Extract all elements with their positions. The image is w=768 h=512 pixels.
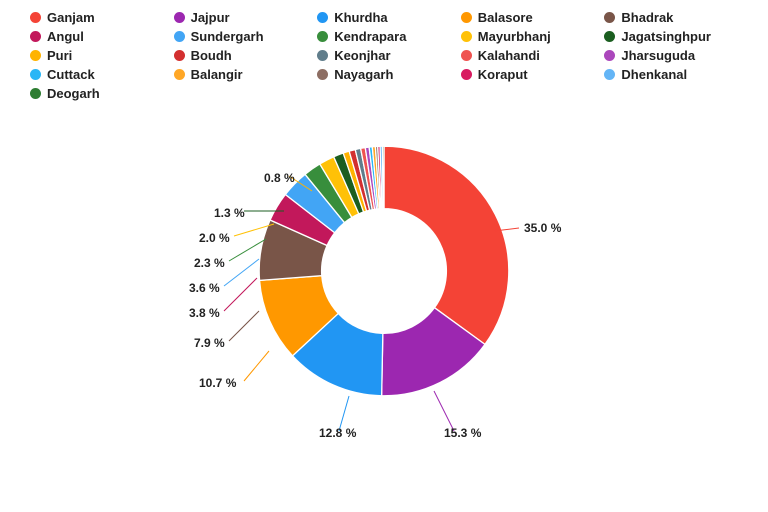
legend-swatch: [604, 50, 615, 61]
legend-item: Puri: [30, 48, 164, 63]
legend-swatch: [30, 50, 41, 61]
legend-item: Balasore: [461, 10, 595, 25]
slice-label: 1.3 %: [214, 206, 245, 220]
legend-item: Kalahandi: [461, 48, 595, 63]
legend-swatch: [317, 50, 328, 61]
legend-item: Dhenkanal: [604, 67, 738, 82]
legend-label: Bhadrak: [621, 10, 673, 25]
legend-label: Jajpur: [191, 10, 230, 25]
legend-swatch: [174, 50, 185, 61]
legend-swatch: [317, 69, 328, 80]
legend-swatch: [30, 69, 41, 80]
legend-swatch: [604, 12, 615, 23]
legend-swatch: [174, 31, 185, 42]
slice-label: 2.3 %: [194, 256, 225, 270]
legend-item: Jajpur: [174, 10, 308, 25]
legend-swatch: [461, 69, 472, 80]
legend-label: Keonjhar: [334, 48, 390, 63]
legend-label: Deogarh: [47, 86, 100, 101]
legend-item: Khurdha: [317, 10, 451, 25]
slice-label: 12.8 %: [319, 426, 356, 440]
legend-item: Jagatsinghpur: [604, 29, 738, 44]
legend-label: Khurdha: [334, 10, 387, 25]
legend: Ganjam Jajpur Khurdha Balasore Bhadrak Angul S…: [30, 10, 738, 101]
legend-label: Puri: [47, 48, 72, 63]
legend-item: Boudh: [174, 48, 308, 63]
legend-label: Kalahandi: [478, 48, 540, 63]
legend-swatch: [461, 31, 472, 42]
legend-label: Nayagarh: [334, 67, 393, 82]
slice-label: 2.0 %: [199, 231, 230, 245]
legend-label: Balangir: [191, 67, 243, 82]
legend-swatch: [30, 88, 41, 99]
legend-label: Dhenkanal: [621, 67, 687, 82]
slice-label: 3.8 %: [189, 306, 220, 320]
slice-label: 7.9 %: [194, 336, 225, 350]
legend-swatch: [461, 12, 472, 23]
legend-item: Sundergarh: [174, 29, 308, 44]
legend-item: Balangir: [174, 67, 308, 82]
legend-swatch: [30, 12, 41, 23]
legend-swatch: [174, 12, 185, 23]
legend-item: Angul: [30, 29, 164, 44]
legend-label: Kendrapara: [334, 29, 406, 44]
legend-swatch: [604, 69, 615, 80]
legend-item: Bhadrak: [604, 10, 738, 25]
legend-item: Mayurbhanj: [461, 29, 595, 44]
legend-item: Ganjam: [30, 10, 164, 25]
legend-swatch: [174, 69, 185, 80]
legend-swatch: [317, 12, 328, 23]
legend-label: Sundergarh: [191, 29, 264, 44]
legend-item: Deogarh: [30, 86, 164, 101]
legend-label: Balasore: [478, 10, 533, 25]
slice-label: 35.0 %: [524, 221, 561, 235]
legend-label: Angul: [47, 29, 84, 44]
legend-item: Cuttack: [30, 67, 164, 82]
slice-label: 3.6 %: [189, 281, 220, 295]
donut-slice: [384, 146, 509, 344]
legend-swatch: [317, 31, 328, 42]
legend-label: Jagatsinghpur: [621, 29, 711, 44]
slice-label: 0.8 %: [264, 171, 295, 185]
legend-label: Koraput: [478, 67, 528, 82]
legend-item: Keonjhar: [317, 48, 451, 63]
legend-label: Mayurbhanj: [478, 29, 551, 44]
legend-label: Boudh: [191, 48, 232, 63]
legend-item: Nayagarh: [317, 67, 451, 82]
chart-area: 35.0 % 15.3 % 12.8 % 10.7 % 7.9 % 3.8 % 3.6 % 2…: [144, 111, 624, 471]
legend-label: Ganjam: [47, 10, 95, 25]
legend-label: Jharsuguda: [621, 48, 695, 63]
legend-item: Koraput: [461, 67, 595, 82]
donut-slice: [382, 146, 384, 208]
legend-swatch: [604, 31, 615, 42]
slice-label: 10.7 %: [199, 376, 236, 390]
legend-item: Kendrapara: [317, 29, 451, 44]
legend-swatch: [30, 31, 41, 42]
legend-item: Jharsuguda: [604, 48, 738, 63]
legend-label: Cuttack: [47, 67, 95, 82]
legend-swatch: [461, 50, 472, 61]
leader-line: [224, 278, 257, 311]
slice-label: 15.3 %: [444, 426, 481, 440]
